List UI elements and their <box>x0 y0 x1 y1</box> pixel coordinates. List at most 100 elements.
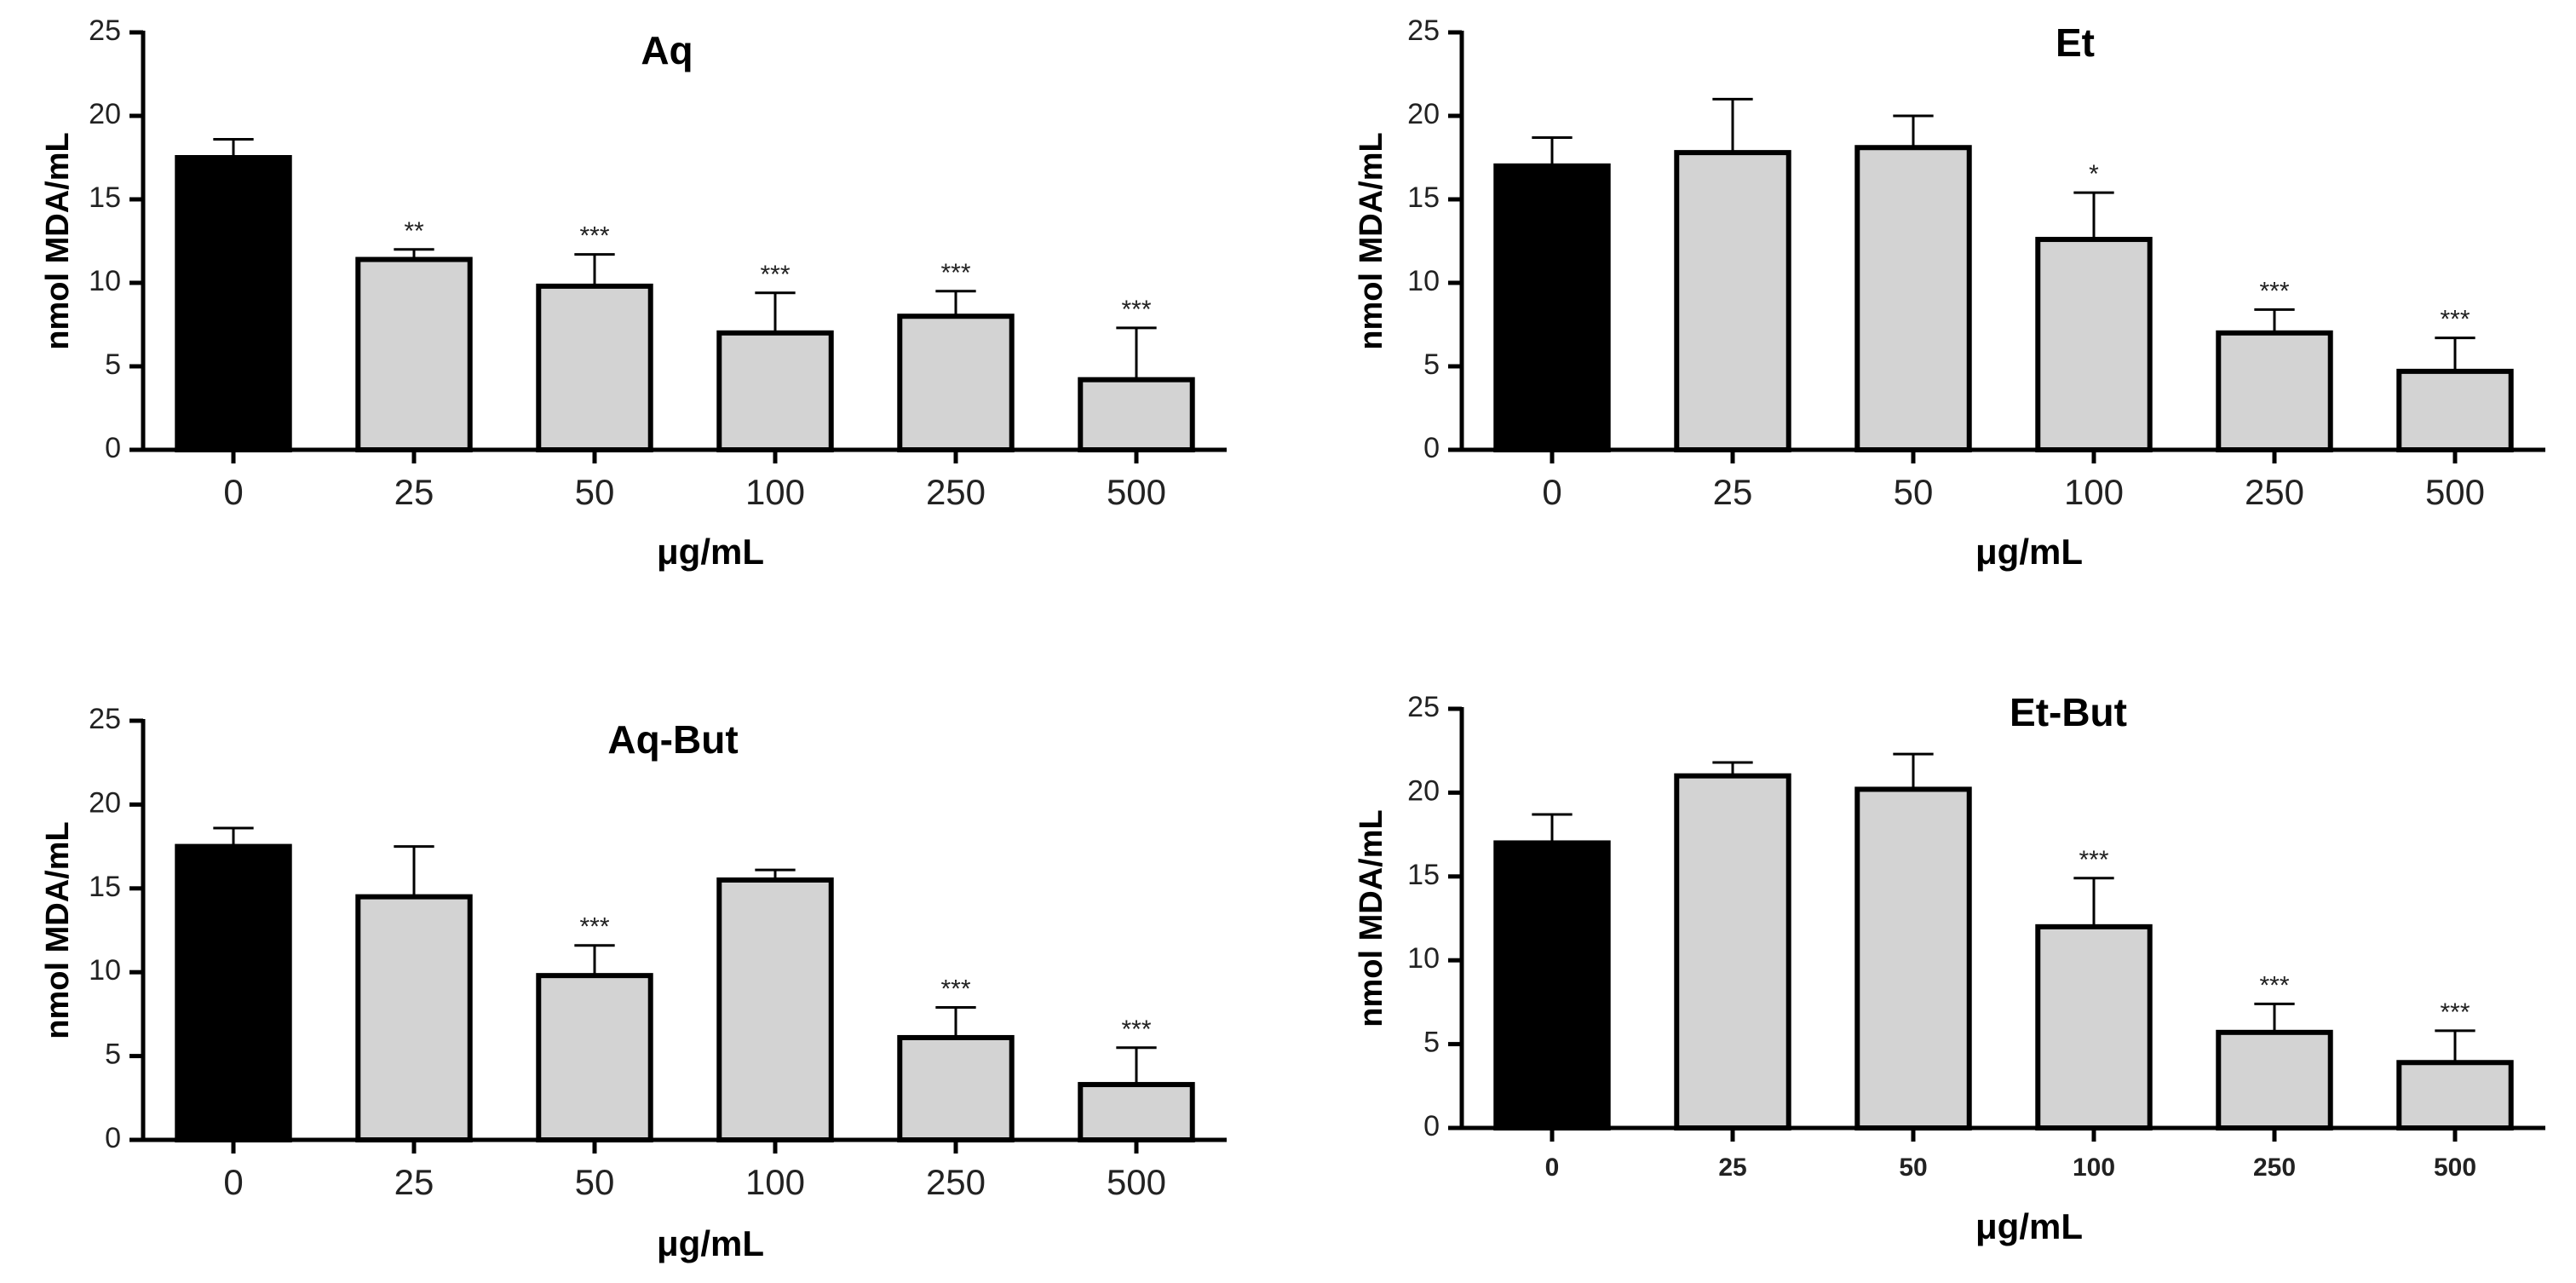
significance-label: *** <box>1121 1015 1151 1044</box>
y-tick-label: 15 <box>1407 181 1440 214</box>
y-tick-label: 5 <box>105 1038 121 1071</box>
y-tick-label: 10 <box>1407 942 1440 975</box>
significance-label: *** <box>2259 277 2289 305</box>
x-tick-label: 100 <box>2073 1154 2115 1182</box>
y-tick-label: 25 <box>89 14 121 47</box>
x-axis-label: μg/mL <box>1975 532 2083 572</box>
x-tick-label: 500 <box>2434 1154 2476 1182</box>
significance-label: *** <box>940 259 970 287</box>
y-tick-label: 5 <box>1423 348 1440 381</box>
y-tick-label: 15 <box>89 871 121 903</box>
y-tick-label: 20 <box>1407 98 1440 130</box>
bar-0 <box>175 155 292 452</box>
x-tick-label: 250 <box>2245 472 2304 512</box>
significance-label: * <box>2089 160 2099 188</box>
bar-100 <box>2035 923 2153 1131</box>
y-axis-label: nmol MDA/mL <box>40 132 76 349</box>
significance-label: *** <box>760 261 790 289</box>
bar-25 <box>1674 773 1791 1131</box>
bar-50 <box>1854 786 1972 1131</box>
y-tick-label: 0 <box>105 1122 121 1154</box>
significance-label: *** <box>2259 971 2289 999</box>
y-tick-label: 25 <box>1407 14 1440 47</box>
x-tick-label: 250 <box>926 1162 986 1202</box>
y-tick-label: 20 <box>1407 774 1440 807</box>
y-tick-label: 0 <box>105 432 121 464</box>
y-tick-label: 10 <box>1407 265 1440 297</box>
significance-label: *** <box>2440 998 2470 1027</box>
bar-250 <box>2216 330 2333 452</box>
x-tick-label: 100 <box>745 472 805 512</box>
y-tick-label: 5 <box>105 348 121 381</box>
significance-label: *** <box>1121 296 1151 324</box>
x-axis-label: μg/mL <box>657 532 764 572</box>
y-axis-label: nmol MDA/mL <box>1354 809 1389 1027</box>
x-tick-label: 50 <box>1894 472 1934 512</box>
panel-title: Et-But <box>2010 690 2127 734</box>
panel-title: Aq-But <box>607 717 738 762</box>
x-tick-label: 500 <box>1107 472 1166 512</box>
significance-label: ** <box>404 217 424 245</box>
y-tick-label: 25 <box>1407 691 1440 723</box>
bar-100 <box>716 330 834 452</box>
x-tick-label: 0 <box>1545 1154 1560 1182</box>
y-tick-label: 20 <box>89 786 121 819</box>
bar-500 <box>1078 1082 1195 1143</box>
y-axis-label: nmol MDA/mL <box>40 821 76 1038</box>
bar-0 <box>1493 840 1611 1131</box>
y-tick-label: 0 <box>1423 1110 1440 1142</box>
x-tick-label: 0 <box>223 472 243 512</box>
x-tick-label: 25 <box>1713 472 1753 512</box>
x-tick-label: 25 <box>1718 1154 1746 1182</box>
x-tick-label: 50 <box>575 1162 615 1202</box>
significance-label: *** <box>940 975 970 1004</box>
bar-250 <box>2216 1029 2333 1131</box>
x-tick-label: 500 <box>1107 1162 1166 1202</box>
significance-label: *** <box>579 222 609 250</box>
x-tick-label: 0 <box>223 1162 243 1202</box>
bar-50 <box>1854 145 1972 453</box>
y-axis-label: nmol MDA/mL <box>1354 132 1389 349</box>
x-tick-label: 100 <box>745 1162 805 1202</box>
x-tick-label: 100 <box>2064 472 2124 512</box>
x-tick-label: 25 <box>394 1162 434 1202</box>
bar-50 <box>536 283 653 453</box>
bar-50 <box>536 973 653 1142</box>
y-tick-label: 10 <box>89 265 121 297</box>
x-tick-label: 25 <box>394 472 434 512</box>
bar-250 <box>897 314 1015 453</box>
y-tick-label: 20 <box>89 98 121 130</box>
x-tick-label: 0 <box>1542 472 1561 512</box>
significance-label: *** <box>2079 846 2108 874</box>
bar-25 <box>1674 150 1791 452</box>
bar-500 <box>2396 1060 2514 1131</box>
y-tick-label: 0 <box>1423 432 1440 464</box>
x-axis-label: μg/mL <box>657 1223 764 1263</box>
x-tick-label: 250 <box>926 472 986 512</box>
significance-label: *** <box>2440 306 2470 334</box>
bar-25 <box>355 256 473 452</box>
y-tick-label: 25 <box>89 703 121 735</box>
bar-25 <box>355 894 473 1142</box>
y-tick-label: 15 <box>89 181 121 214</box>
bar-250 <box>897 1034 1015 1143</box>
x-axis-label: μg/mL <box>1975 1206 2083 1246</box>
bar-0 <box>1493 163 1611 453</box>
panel-title: Et <box>2056 20 2095 65</box>
significance-label: *** <box>579 913 609 941</box>
x-tick-label: 50 <box>1899 1154 1927 1182</box>
y-tick-label: 15 <box>1407 859 1440 891</box>
x-tick-label: 250 <box>2253 1154 2296 1182</box>
bar-100 <box>716 877 834 1142</box>
x-tick-label: 500 <box>2425 472 2485 512</box>
y-tick-label: 5 <box>1423 1027 1440 1059</box>
bar-100 <box>2035 237 2153 453</box>
bar-0 <box>175 843 292 1142</box>
bar-500 <box>2396 368 2514 453</box>
y-tick-label: 10 <box>89 954 121 987</box>
